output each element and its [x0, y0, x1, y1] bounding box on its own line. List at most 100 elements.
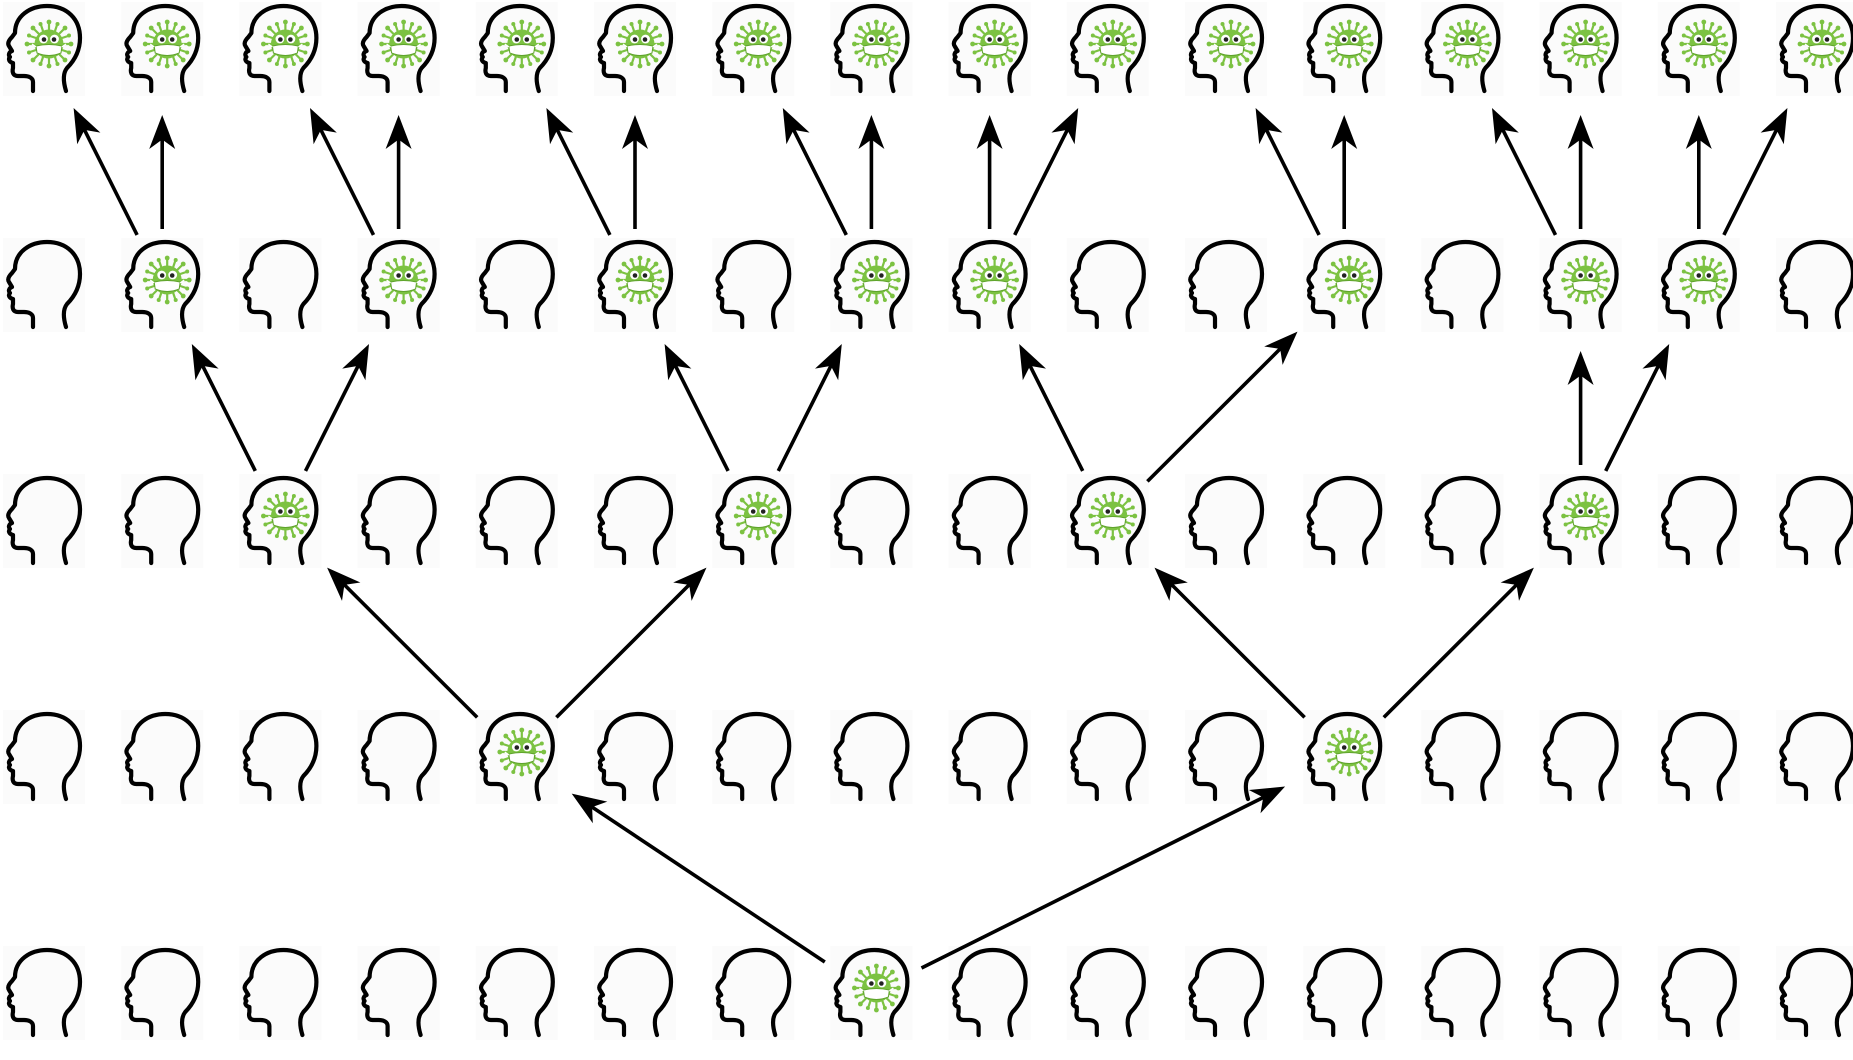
- arrow-head: [310, 108, 337, 145]
- tile-background: [1776, 238, 1853, 332]
- virus-face-icon: [496, 18, 548, 70]
- person-healthy: [1657, 946, 1740, 1040]
- person-infected: [594, 238, 676, 332]
- transmission-arrow: [1255, 108, 1321, 236]
- person-infected: [121, 2, 204, 96]
- person-healthy: [1066, 710, 1149, 804]
- arrow-shaft: [673, 364, 730, 472]
- arrow-shaft: [342, 583, 479, 719]
- person-healthy: [1185, 238, 1267, 332]
- person-infected: [121, 238, 204, 332]
- arrow-shaft: [1382, 583, 1519, 719]
- person-infected: [1776, 2, 1853, 96]
- person-infected: [357, 2, 440, 96]
- transmission-arrow: [1722, 108, 1788, 236]
- person-infected: [1421, 2, 1504, 96]
- virus-face-icon: [1441, 18, 1493, 70]
- virus-face-icon: [141, 18, 193, 70]
- arrow-shaft: [200, 364, 257, 472]
- transmission-arrow: [1685, 115, 1712, 229]
- transmission-arrow: [1019, 344, 1085, 472]
- virus-face-icon: [1205, 18, 1257, 70]
- person-infected: [239, 474, 322, 568]
- arrow-shaft: [318, 128, 376, 236]
- person-infected: [948, 238, 1031, 332]
- person-infected: [1657, 2, 1740, 96]
- arrow-head: [571, 793, 608, 824]
- virus-face-icon: [23, 18, 75, 70]
- arrow-head: [976, 115, 1003, 149]
- arrow-head: [1492, 108, 1519, 145]
- virus-face-icon: [1560, 254, 1612, 306]
- person-infected: [712, 474, 795, 568]
- virus-face-icon: [1323, 254, 1375, 306]
- arrow-head: [673, 567, 707, 601]
- transmission-arrow: [664, 344, 730, 472]
- person-healthy: [475, 238, 558, 332]
- person-healthy: [830, 474, 913, 568]
- virus-face-icon: [496, 726, 548, 778]
- person-healthy: [3, 946, 85, 1040]
- person-healthy: [357, 710, 440, 804]
- virus-face-icon: [732, 490, 784, 542]
- person-infected: [830, 2, 913, 96]
- person-healthy: [1776, 474, 1853, 568]
- person-infected: [1303, 2, 1386, 96]
- arrow-head: [327, 567, 361, 601]
- arrow-head: [664, 344, 692, 381]
- transmission-arrow: [571, 793, 826, 964]
- virus-face-icon: [614, 18, 666, 70]
- tile-background: [1776, 946, 1853, 1040]
- arrow-shaft: [1013, 128, 1070, 236]
- arrow-shaft: [555, 583, 691, 719]
- virus-face-icon: [1796, 18, 1848, 70]
- arrow-head: [342, 344, 369, 381]
- virus-face-icon: [1678, 254, 1730, 306]
- transmission-arrow: [1154, 567, 1306, 719]
- person-healthy: [1303, 946, 1386, 1040]
- arrow-shaft: [1500, 128, 1558, 236]
- person-infected: [1303, 710, 1386, 804]
- transmission-arrow: [546, 108, 612, 236]
- arrow-head: [782, 108, 810, 145]
- arrow-shaft: [1264, 128, 1321, 236]
- transmission-arrow: [327, 567, 479, 719]
- arrow-head: [191, 344, 219, 381]
- arrow-head: [622, 115, 648, 149]
- virus-face-icon: [850, 18, 902, 70]
- arrow-head: [1248, 786, 1286, 814]
- arrow-head: [1500, 567, 1534, 601]
- person-infected: [712, 2, 795, 96]
- virus-face-icon: [1678, 18, 1730, 70]
- person-healthy: [712, 238, 795, 332]
- transmission-arrow: [622, 115, 648, 229]
- virus-face-icon: [378, 254, 430, 306]
- virus-face-icon: [614, 254, 666, 306]
- transmission-arrow: [1013, 108, 1079, 236]
- person-healthy: [1657, 474, 1740, 568]
- arrow-head: [1642, 344, 1670, 381]
- arrow-shaft: [555, 128, 612, 236]
- transmission-arrow: [782, 108, 848, 236]
- arrow-shaft: [82, 128, 139, 236]
- arrow-shaft: [1146, 347, 1282, 483]
- arrow-shaft: [791, 128, 848, 236]
- person-healthy: [121, 946, 204, 1040]
- arrow-shaft: [920, 795, 1265, 970]
- arrow-shaft: [303, 364, 361, 472]
- transmission-arrow: [1331, 115, 1358, 229]
- transmission-arrow: [1567, 351, 1594, 465]
- person-healthy: [1776, 710, 1853, 804]
- arrow-head: [1760, 108, 1788, 145]
- person-healthy: [1185, 474, 1267, 568]
- person-infected: [1539, 2, 1622, 96]
- arrow-head: [1154, 567, 1188, 601]
- person-healthy: [475, 474, 558, 568]
- person-healthy: [948, 710, 1031, 804]
- virus-face-icon: [969, 254, 1021, 306]
- person-infected: [1539, 474, 1622, 568]
- transmission-arrow: [149, 115, 176, 229]
- arrow-head: [1255, 108, 1283, 145]
- person-healthy: [1776, 238, 1853, 332]
- transmission-arrow: [858, 115, 885, 229]
